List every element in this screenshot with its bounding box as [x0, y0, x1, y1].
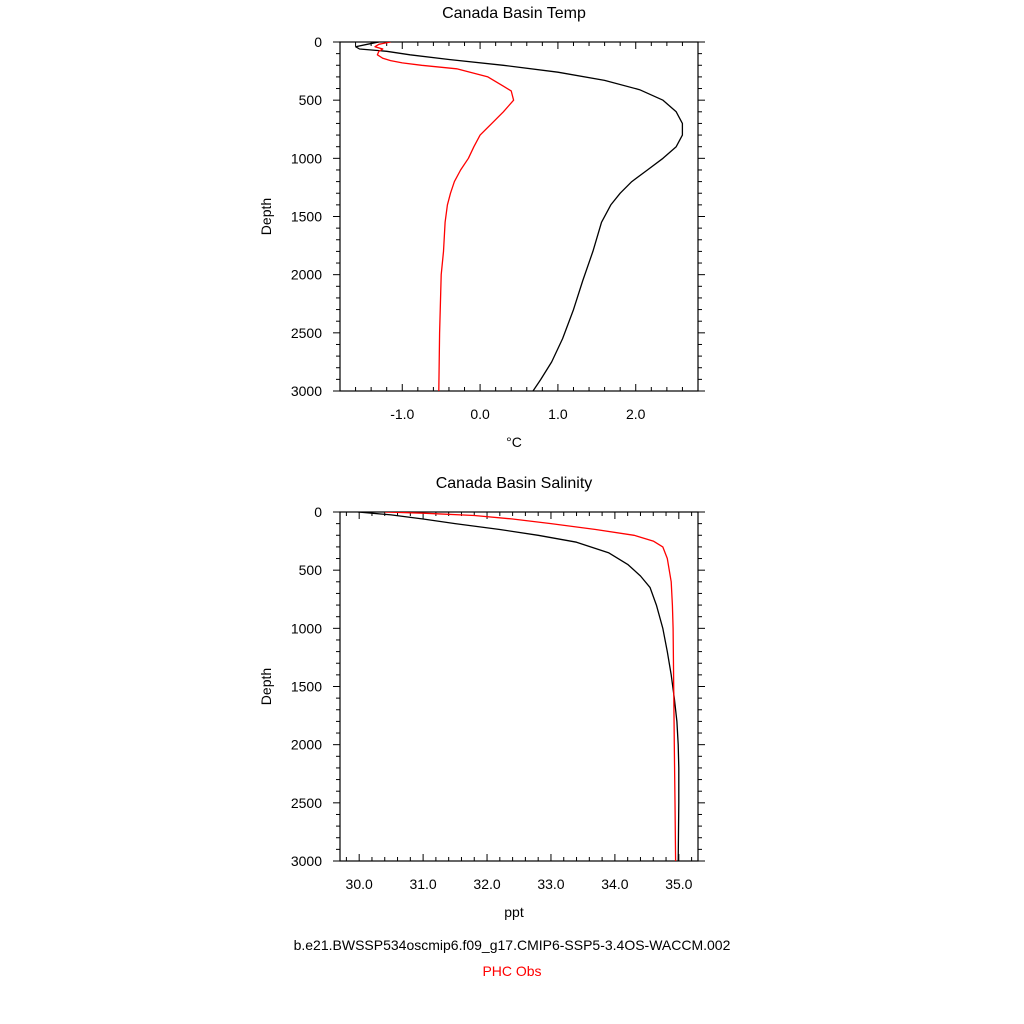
- salinity-y-tick-label: 0: [314, 504, 322, 520]
- salinity-x-tick-label: 31.0: [409, 876, 436, 892]
- salinity-y-tick-label: 1000: [291, 620, 322, 636]
- temperature-model-line: [354, 42, 684, 391]
- temperature-x-axis-label: °C: [506, 434, 522, 450]
- temperature-x-tick-label: -1.0: [390, 406, 414, 422]
- temperature-chart-title: Canada Basin Temp: [442, 5, 586, 22]
- salinity-x-tick-label: 33.0: [537, 876, 564, 892]
- salinity-y-axis-label: Depth: [258, 668, 274, 705]
- salinity-y-tick-label: 2500: [291, 795, 322, 811]
- temperature-y-tick-label: 0: [314, 34, 322, 50]
- salinity-y-tick-label: 3000: [291, 853, 322, 869]
- salinity-panel: Canada Basin Salinity 30.0 31.0 32.0 33.0 34…: [258, 475, 705, 920]
- salinity-y-tick-label: 1500: [291, 679, 322, 695]
- salinity-x-axis-label: ppt: [504, 904, 524, 920]
- temperature-x-tick-label: 1.0: [548, 406, 568, 422]
- salinity-x-tick-label: 34.0: [601, 876, 628, 892]
- temperature-y-tick-label: 1500: [291, 209, 322, 225]
- model-run-label: b.e21.BWSSP534oscmip6.f09_g17.CMIP6-SSP5…: [293, 937, 731, 953]
- temperature-y-tick-label: 500: [299, 92, 323, 108]
- temperature-y-axis-label: Depth: [258, 198, 274, 235]
- salinity-chart-title: Canada Basin Salinity: [436, 475, 593, 492]
- salinity-y-tick-label: 500: [299, 562, 323, 578]
- temperature-y-tick-label: 2000: [291, 267, 322, 283]
- temperature-plot-frame: [339, 41, 699, 392]
- salinity-y-tick-label: 2000: [291, 737, 322, 753]
- salinity-x-tick-label: 35.0: [665, 876, 692, 892]
- temperature-y-tick-label: 1000: [291, 150, 322, 166]
- salinity-model-line: [357, 512, 680, 861]
- salinity-plot-frame: [339, 511, 699, 862]
- temperature-obs-line: [374, 42, 515, 391]
- salinity-obs-line: [384, 512, 677, 861]
- temperature-x-tick-label: 0.0: [470, 406, 490, 422]
- temperature-y-tick-label: 3000: [291, 383, 322, 399]
- temperature-y-tick-label: 2500: [291, 325, 322, 341]
- salinity-x-tick-label: 30.0: [346, 876, 373, 892]
- temperature-panel: Canada Basin Temp -1.0 0.0 1.0 2.0 0 500 1000 1…: [258, 5, 705, 450]
- temperature-x-tick-label: 2.0: [626, 406, 646, 422]
- obs-label: PHC Obs: [482, 963, 542, 979]
- salinity-x-tick-label: 32.0: [473, 876, 500, 892]
